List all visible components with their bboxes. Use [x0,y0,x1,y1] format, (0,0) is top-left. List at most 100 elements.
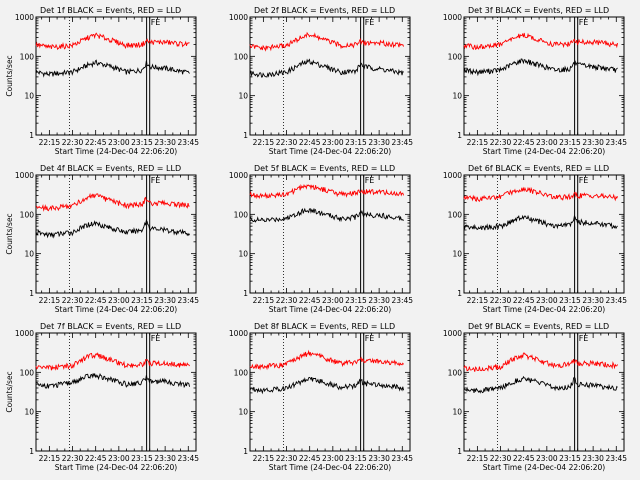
x-tick-label: 22:15 [467,296,489,305]
series-events-line [35,59,190,78]
chart-title: Det 3f BLACK = Events, RED = LLD [468,6,609,15]
x-tick-label: 22:15 [39,296,61,305]
y-tick-label: 1000 [443,171,462,180]
y-tick-label: 1 [457,447,462,456]
y-tick-label: 10 [238,92,248,101]
y-tick-label: 1000 [15,13,34,22]
x-tick-label: 23:30 [582,296,604,305]
series-events-line [249,58,404,78]
series-lld-line [249,183,404,200]
x-tick-label: 23:15 [131,138,153,147]
y-axis-label: Counts/sec [5,213,14,254]
x-tick-label: 23:45 [177,454,199,463]
y-tick-label: 10 [24,250,34,259]
x-axis-label: Start Time (24-Dec-04 22:06:20) [55,147,177,156]
x-tick-label: 23:30 [582,138,604,147]
series-events-line [463,58,618,77]
x-tick-label: 23:45 [605,454,627,463]
chart-title: Det 4f BLACK = Events, RED = LLD [40,164,181,173]
x-tick-label: 23:00 [536,296,558,305]
panel-det-9: Det 9f BLACK = Events, RED = LLD 1 10 100 10… [443,322,627,472]
x-tick-label: 23:15 [559,454,581,463]
plot-frame [35,16,197,136]
plot-frame [249,174,411,294]
y-tick-label: 1 [243,131,248,140]
chart-title: Det 2f BLACK = Events, RED = LLD [254,6,395,15]
plot-frame [249,332,411,452]
x-tick-label: 22:30 [490,138,512,147]
y-tick-label: 10 [238,408,248,417]
marker-label: FE [365,334,375,343]
x-tick-label: 22:30 [276,138,298,147]
y-tick-label: 1000 [443,329,462,338]
x-tick-label: 22:15 [39,454,61,463]
x-tick-label: 22:30 [276,296,298,305]
x-tick-label: 23:45 [391,454,413,463]
x-tick-label: 22:30 [62,138,84,147]
y-tick-label: 1000 [229,13,248,22]
marker-label: FE [151,334,161,343]
series-lld-line [35,192,190,212]
x-tick-label: 23:30 [582,454,604,463]
x-tick-label: 22:15 [253,296,275,305]
x-tick-label: 23:30 [368,454,390,463]
x-tick-label: 23:00 [536,138,558,147]
y-tick-label: 10 [238,250,248,259]
marker-label: FE [365,18,375,27]
chart-title: Det 9f BLACK = Events, RED = LLD [468,322,609,331]
y-tick-label: 1 [243,289,248,298]
y-tick-label: 1 [457,131,462,140]
y-tick-label: 1000 [443,13,462,22]
x-tick-label: 22:30 [276,454,298,463]
y-axis-label: Counts/sec [5,55,14,96]
x-tick-label: 23:00 [536,454,558,463]
panel-det-4: Det 4f BLACK = Events, RED = LLD 1 10 100 10… [5,164,199,314]
x-tick-label: 23:00 [108,138,130,147]
y-tick-label: 100 [448,210,463,219]
panel-det-7: Det 7f BLACK = Events, RED = LLD 1 10 100 10… [5,322,199,472]
marker-label: FE [579,176,589,185]
x-axis-label: Start Time (24-Dec-04 22:06:20) [55,305,177,314]
x-axis-label: Start Time (24-Dec-04 22:06:20) [483,463,605,472]
marker-label: FE [579,18,589,27]
x-tick-label: 22:45 [513,296,535,305]
series-lld-line [35,352,190,371]
plot-frame [463,332,625,452]
x-tick-label: 22:15 [253,454,275,463]
y-tick-label: 1 [29,447,34,456]
y-tick-label: 100 [234,210,249,219]
y-tick-label: 1 [457,289,462,298]
y-tick-label: 100 [234,368,249,377]
x-tick-label: 23:45 [605,296,627,305]
marker-label: FE [151,176,161,185]
chart-title: Det 6f BLACK = Events, RED = LLD [468,164,609,173]
x-axis-label: Start Time (24-Dec-04 22:06:20) [483,305,605,314]
chart-title: Det 8f BLACK = Events, RED = LLD [254,322,395,331]
plot-frame [463,16,625,136]
y-tick-label: 1000 [229,329,248,338]
y-tick-label: 100 [20,368,35,377]
y-tick-label: 100 [20,210,35,219]
marker-label: FE [579,334,589,343]
y-tick-label: 1 [243,447,248,456]
x-tick-label: 22:45 [85,296,107,305]
panel-det-6: Det 6f BLACK = Events, RED = LLD 1 10 100 10… [443,164,627,314]
plot-frame [249,16,411,136]
x-axis-label: Start Time (24-Dec-04 22:06:20) [269,463,391,472]
series-lld-line [463,186,618,202]
x-tick-label: 23:15 [345,454,367,463]
series-events-line [249,207,404,223]
x-tick-label: 23:15 [131,296,153,305]
x-tick-label: 23:15 [559,138,581,147]
panel-det-5: Det 5f BLACK = Events, RED = LLD 1 10 100 10… [229,164,413,314]
x-tick-label: 22:45 [85,138,107,147]
y-tick-label: 10 [452,92,462,101]
x-tick-label: 23:45 [605,138,627,147]
plot-frame [35,332,197,452]
x-axis-label: Start Time (24-Dec-04 22:06:20) [483,147,605,156]
x-axis-label: Start Time (24-Dec-04 22:06:20) [55,463,177,472]
panel-det-8: Det 8f BLACK = Events, RED = LLD 1 10 100 10… [229,322,413,472]
x-tick-label: 22:30 [490,296,512,305]
